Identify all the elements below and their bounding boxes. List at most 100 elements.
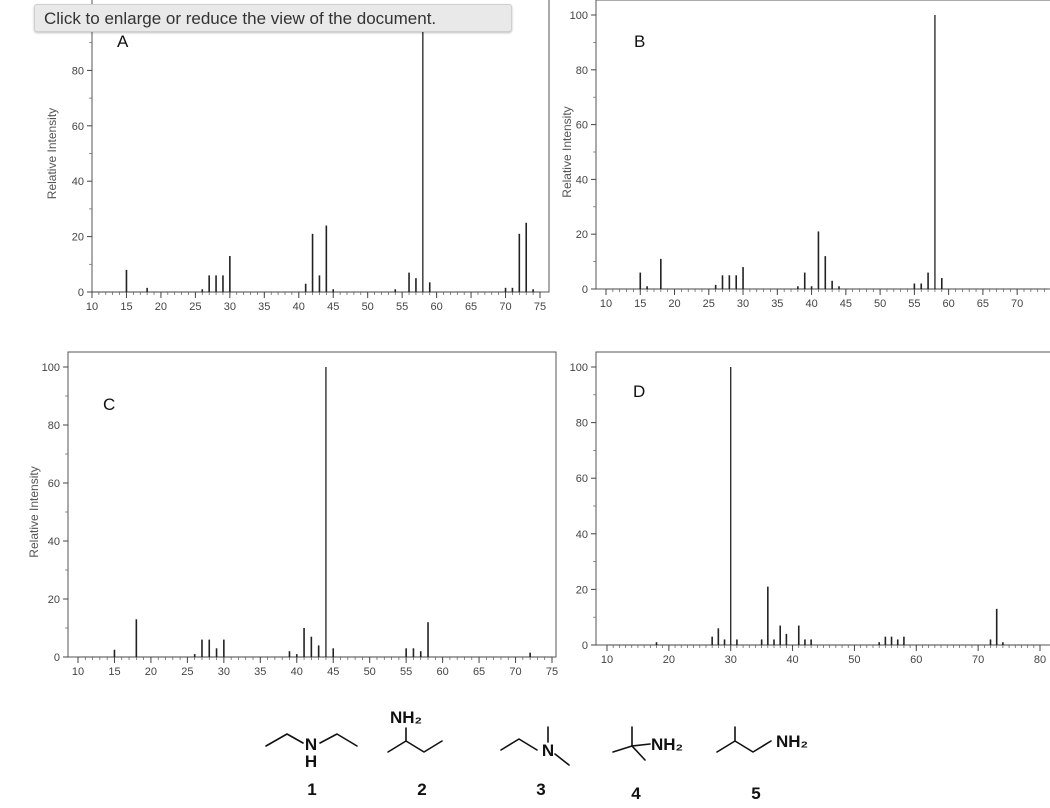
x-tick-label: 10 (86, 301, 98, 313)
x-tick-label: 25 (181, 666, 193, 678)
y-tick-label: 80 (576, 65, 588, 77)
y-tick-label: 0 (54, 652, 60, 664)
x-tick-label: 75 (534, 301, 546, 313)
x-tick-label: 45 (327, 666, 339, 678)
x-tick-label: 50 (874, 298, 886, 310)
x-tick-label: 15 (108, 666, 120, 678)
plot-frame (595, 351, 1050, 646)
x-tick-label: 45 (327, 301, 339, 313)
y-tick-label: 80 (48, 420, 60, 432)
x-tick-label: 20 (668, 298, 680, 310)
x-tick-label: 50 (848, 654, 860, 666)
y-tick-label: 80 (576, 418, 588, 430)
x-tick-label: 55 (396, 301, 408, 313)
x-tick-label: 30 (737, 298, 749, 310)
y-tick-label: 80 (72, 65, 84, 77)
x-tick-label: 65 (473, 666, 485, 678)
x-tick-label: 40 (786, 654, 798, 666)
spectrum-panel-c: 10 15 20 25 30 35 40 45 50 55 60 65 70 75 0 20 40 60 80 100… (27, 351, 558, 678)
x-tick-label: 10 (601, 654, 613, 666)
y-tick-label: 20 (48, 594, 60, 606)
structure-4-nh2: NH₂ (651, 735, 683, 754)
x-tick-label: 35 (254, 666, 266, 678)
x-tick-label: 30 (224, 301, 236, 313)
structure-5-bonds (716, 740, 772, 753)
y-tick-label: 0 (582, 640, 588, 652)
structure-label-4: 4 (631, 784, 641, 803)
panel-label: D (633, 382, 645, 401)
y-tick-label: 100 (42, 362, 60, 374)
structure-label-2: 2 (417, 780, 426, 799)
x-tick-label: 60 (430, 301, 442, 313)
y-tick-label: 60 (48, 478, 60, 490)
y-tick-label: 20 (72, 232, 84, 244)
structure-5-nh2: NH₂ (776, 732, 808, 751)
x-tick-label: 50 (362, 301, 374, 313)
x-tick-label: 50 (364, 666, 376, 678)
x-tick-label: 70 (1011, 298, 1023, 310)
structure-1-n-atom: N (305, 735, 317, 754)
structure-4-bond-n (631, 743, 651, 747)
y-tick-label: 40 (72, 176, 84, 188)
x-tick-label: 70 (509, 666, 521, 678)
x-tick-label: 60 (943, 298, 955, 310)
x-tick-label: 70 (499, 301, 511, 313)
panel-label: B (634, 32, 645, 51)
x-tick-label: 55 (400, 666, 412, 678)
x-tick-label: 10 (600, 298, 612, 310)
x-tick-label: 35 (771, 298, 783, 310)
structure-1-h-atom: H (305, 752, 317, 771)
x-tick-label: 30 (725, 654, 737, 666)
x-tick-label: 55 (908, 298, 920, 310)
structure-label-1: 1 (307, 780, 316, 799)
panel-label: A (117, 32, 129, 51)
structure-2-bonds (387, 740, 443, 753)
x-tick-label: 75 (546, 666, 558, 678)
plot-frame (595, 0, 1050, 290)
x-tick-label: 60 (910, 654, 922, 666)
y-tick-label: 100 (570, 362, 588, 374)
structure-1-bonds (265, 733, 304, 747)
structure-4-bond-down (631, 745, 646, 761)
structure-3-bonds (500, 738, 538, 751)
x-tick-label: 65 (977, 298, 989, 310)
x-tick-label: 15 (634, 298, 646, 310)
x-tick-label: 30 (218, 666, 230, 678)
structure-label-3: 3 (536, 780, 545, 799)
x-tick-label: 15 (120, 301, 132, 313)
x-tick-label: 60 (436, 666, 448, 678)
y-axis-label: Relative Intensity (45, 108, 59, 199)
y-tick-label: 40 (576, 529, 588, 541)
x-tick-label: 45 (840, 298, 852, 310)
y-tick-label: 60 (576, 120, 588, 132)
plot-frame (67, 351, 557, 658)
structure-1-bonds-right (319, 733, 358, 747)
x-tick-label: 25 (703, 298, 715, 310)
structures-row: N H NH₂ N NH₂ NH₂ 1 2 3 4 5 (265, 708, 808, 803)
y-tick-label: 100 (570, 10, 588, 22)
x-tick-label: 40 (805, 298, 817, 310)
x-tick-label: 40 (291, 666, 303, 678)
x-tick-label: 25 (189, 301, 201, 313)
x-tick-label: 70 (972, 654, 984, 666)
structure-3-n-methyl-right (554, 753, 570, 766)
y-tick-label: 60 (576, 473, 588, 485)
x-tick-label: 20 (663, 654, 675, 666)
y-tick-label: 0 (78, 287, 84, 299)
x-tick-label: 20 (155, 301, 167, 313)
spectrum-panel-d: 10 20 30 40 50 60 70 80 0 20 40 60 80 100 D (570, 351, 1050, 666)
x-tick-label: 35 (258, 301, 270, 313)
x-tick-label: 10 (72, 666, 84, 678)
x-tick-label: 20 (145, 666, 157, 678)
structure-2-nh2: NH₂ (390, 708, 422, 727)
y-tick-label: 40 (48, 536, 60, 548)
structure-3-n-atom: N (542, 741, 554, 760)
structure-label-5: 5 (751, 784, 760, 803)
x-tick-label: 40 (293, 301, 305, 313)
spectrum-panel-a: 10 15 20 25 30 35 40 45 50 55 60 65 70 75 0 20 40 60 80 Rel… (45, 0, 550, 313)
x-tick-label: 80 (1034, 654, 1046, 666)
y-tick-label: 60 (72, 121, 84, 133)
y-tick-label: 20 (576, 229, 588, 241)
structure-4-bond-left (612, 745, 633, 753)
